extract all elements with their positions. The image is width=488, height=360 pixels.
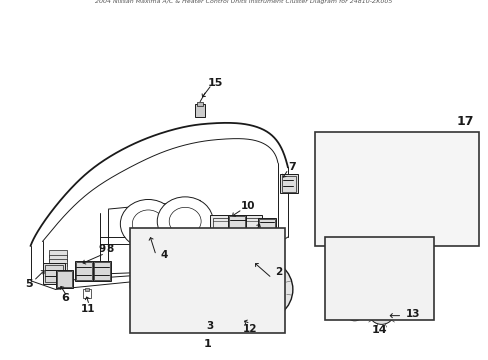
Bar [442, 168, 467, 179]
Circle shape [334, 255, 370, 286]
Bar [352, 168, 377, 179]
Circle shape [369, 303, 393, 324]
Bar [382, 168, 407, 179]
Bar [85, 288, 89, 291]
Circle shape [157, 197, 213, 246]
Text: 6: 6 [61, 293, 69, 303]
Bar [48, 263, 66, 270]
Circle shape [203, 277, 216, 288]
Bar [42, 263, 64, 284]
Bar [48, 250, 66, 257]
Circle shape [248, 284, 261, 295]
Bar [378, 198, 396, 210]
Text: 4: 4 [160, 249, 167, 260]
Bar [322, 168, 347, 179]
Text: 15: 15 [207, 78, 223, 88]
Text: 18: 18 [252, 251, 266, 261]
Bar [210, 215, 262, 246]
Circle shape [190, 233, 210, 250]
Bar [258, 218, 275, 237]
Bar [94, 262, 110, 280]
Bar [324, 237, 433, 320]
Bar [48, 255, 66, 261]
Text: 10: 10 [240, 202, 255, 211]
Bar [350, 198, 368, 210]
Bar [213, 218, 259, 243]
Text: 14: 14 [371, 325, 386, 336]
Bar [83, 289, 91, 298]
Bar [57, 271, 72, 287]
Text: 16: 16 [241, 232, 256, 242]
Bar [322, 180, 347, 191]
Circle shape [349, 267, 355, 273]
Bar [195, 104, 204, 117]
Bar [44, 265, 62, 283]
Text: 9: 9 [99, 244, 106, 254]
Bar [281, 176, 295, 192]
Circle shape [175, 252, 244, 313]
Bar [227, 215, 245, 234]
Bar [197, 102, 203, 106]
Bar [238, 307, 249, 323]
Text: 13: 13 [405, 309, 419, 319]
Bar [412, 168, 437, 179]
Bar [130, 228, 285, 333]
Bar [142, 230, 164, 244]
Bar [279, 174, 297, 193]
Bar [322, 139, 470, 158]
Text: 5: 5 [25, 279, 32, 289]
Circle shape [346, 307, 362, 321]
Bar [442, 180, 467, 191]
Bar [406, 198, 424, 210]
Bar [322, 198, 340, 210]
Bar [48, 259, 66, 266]
Text: 7: 7 [287, 162, 295, 172]
Bar [228, 216, 244, 234]
Bar [248, 234, 263, 249]
Circle shape [155, 281, 165, 289]
Bar [314, 132, 478, 246]
Bar [93, 261, 111, 281]
Circle shape [130, 259, 190, 311]
Bar [247, 233, 264, 250]
Circle shape [380, 255, 424, 293]
Bar [76, 262, 92, 280]
Text: 2004 Nissan Maxima A/C & Heater Control Units Instrument Cluster Diagram for 248: 2004 Nissan Maxima A/C & Heater Control … [95, 0, 392, 4]
Text: 11: 11 [81, 303, 96, 314]
Text: 3: 3 [206, 321, 213, 331]
Bar [352, 180, 377, 191]
Bar [414, 221, 422, 228]
Text: 8: 8 [106, 244, 114, 254]
Text: 17: 17 [456, 115, 473, 128]
Bar [319, 165, 473, 193]
Circle shape [152, 236, 174, 255]
Bar [319, 136, 473, 161]
Text: 12: 12 [242, 324, 257, 334]
Circle shape [237, 308, 250, 320]
Circle shape [241, 311, 246, 316]
Bar [177, 230, 199, 244]
Bar [382, 180, 407, 191]
Bar [376, 219, 388, 229]
Circle shape [217, 256, 292, 323]
Bar [75, 261, 93, 281]
Bar [412, 180, 437, 191]
Text: 1: 1 [203, 339, 210, 348]
Bar [56, 270, 73, 288]
Bar [448, 221, 456, 228]
Text: 2: 2 [274, 267, 282, 277]
Bar [259, 219, 274, 236]
Circle shape [120, 199, 176, 248]
